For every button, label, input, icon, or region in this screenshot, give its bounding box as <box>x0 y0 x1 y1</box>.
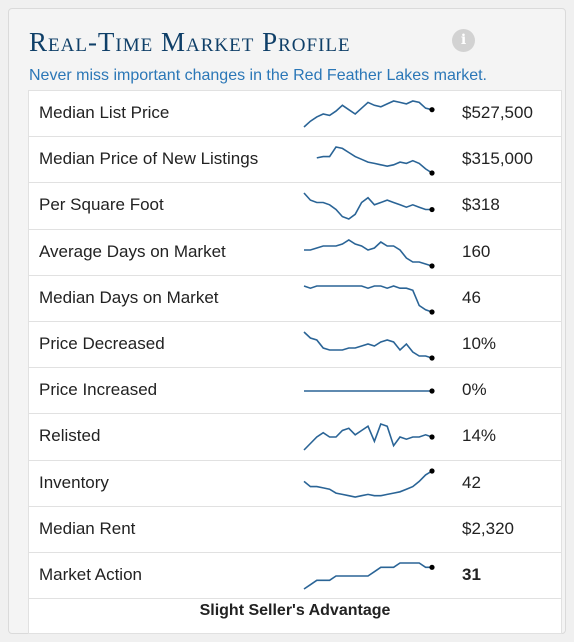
sparkline-path <box>303 469 433 498</box>
sparkline-end-dot <box>429 467 435 474</box>
sparkline-path <box>303 284 433 313</box>
metric-value: 14% <box>462 426 497 446</box>
price-decreased-sparkline <box>303 331 435 361</box>
price-increased-sparkline <box>304 388 435 394</box>
metric-label: Median Rent <box>39 518 136 538</box>
metric-value: $315,000 <box>462 149 533 169</box>
metric-row-inventory: Inventory 42 <box>29 461 561 507</box>
sparkline-path <box>303 423 433 451</box>
sparkline-path <box>304 238 433 267</box>
metric-label: Relisted <box>39 426 101 446</box>
inventory-sparkline <box>303 467 435 498</box>
sparkline-path <box>303 331 433 359</box>
sparkline-end-dot <box>429 309 435 315</box>
median-price-new-listings-sparkline <box>316 146 435 176</box>
metric-label: Inventory <box>39 472 109 492</box>
median-list-price-sparkline <box>303 100 435 128</box>
metric-value: 0% <box>462 380 487 400</box>
sparkline-path <box>303 100 433 128</box>
metric-label: Price Increased <box>39 380 158 400</box>
sparkline-end-dot <box>429 107 435 113</box>
metric-row-median-list-price: Median List Price $527,500 <box>29 91 561 138</box>
sparkline-end-dot <box>429 170 435 176</box>
average-days-on-market-sparkline <box>304 238 435 269</box>
sparkline-end-dot <box>429 207 435 213</box>
metric-row-relisted: Relisted 14% <box>29 414 561 461</box>
metric-label: Market Action <box>39 564 142 584</box>
metric-row-price-decreased: Price Decreased 10% <box>29 322 561 369</box>
sparkline-path <box>316 146 433 174</box>
sparkline-end-dot <box>429 564 435 570</box>
metric-row-median-rent: Median Rent $2,320 <box>29 507 561 553</box>
metric-row-per-square-foot: Per Square Foot $318 <box>29 183 561 230</box>
metric-label: Median List Price <box>39 103 170 122</box>
metric-value: 10% <box>462 333 497 353</box>
metric-label: Per Square Foot <box>39 195 164 215</box>
per-square-foot-sparkline <box>303 192 435 221</box>
info-icon[interactable]: i <box>452 29 475 52</box>
market-action-summary: Slight Seller's Advantage <box>199 602 391 620</box>
metrics-table: Median List Price $527,500 Median Price … <box>28 90 562 635</box>
sparkline-end-dot <box>429 388 435 394</box>
subtitle: Never miss important changes in the Red … <box>29 67 487 84</box>
sparkline-end-dot <box>429 355 435 361</box>
metric-row-median-days-on-market: Median Days on Market 46 <box>29 276 561 322</box>
metric-value: 31 <box>462 564 481 584</box>
median-days-on-market-sparkline <box>303 284 435 315</box>
metric-row-market-action: Market Action 31 <box>29 553 561 600</box>
sparkline-path <box>303 192 432 221</box>
metric-label: Median Price of New Listings <box>39 149 259 169</box>
metric-value: 160 <box>462 241 491 261</box>
sparkline-path <box>303 562 432 590</box>
metric-row-price-increased: Price Increased 0% <box>29 368 561 415</box>
relisted-sparkline <box>303 423 435 451</box>
metric-value: $2,320 <box>462 518 514 538</box>
metric-label: Average Days on Market <box>39 241 226 261</box>
metric-label: Median Days on Market <box>39 287 219 307</box>
sparkline-end-dot <box>429 262 435 269</box>
metric-value: $318 <box>462 195 500 215</box>
metric-value: 42 <box>462 472 481 492</box>
sparkline-end-dot <box>429 434 435 440</box>
metric-row-median-price-new-listings: Median Price of New Listings $315,000 <box>29 137 561 184</box>
metric-value: 46 <box>462 287 481 307</box>
metric-row-average-days-on-market: Average Days on Market 160 <box>29 230 561 276</box>
page-title: Real-Time Market Profile <box>29 27 351 57</box>
market-profile-card: Real-Time Market Profile i Never miss im… <box>8 8 566 635</box>
market-action-sparkline <box>303 562 435 590</box>
metric-label: Price Decreased <box>39 333 165 353</box>
metric-value: $527,500 <box>462 103 533 122</box>
